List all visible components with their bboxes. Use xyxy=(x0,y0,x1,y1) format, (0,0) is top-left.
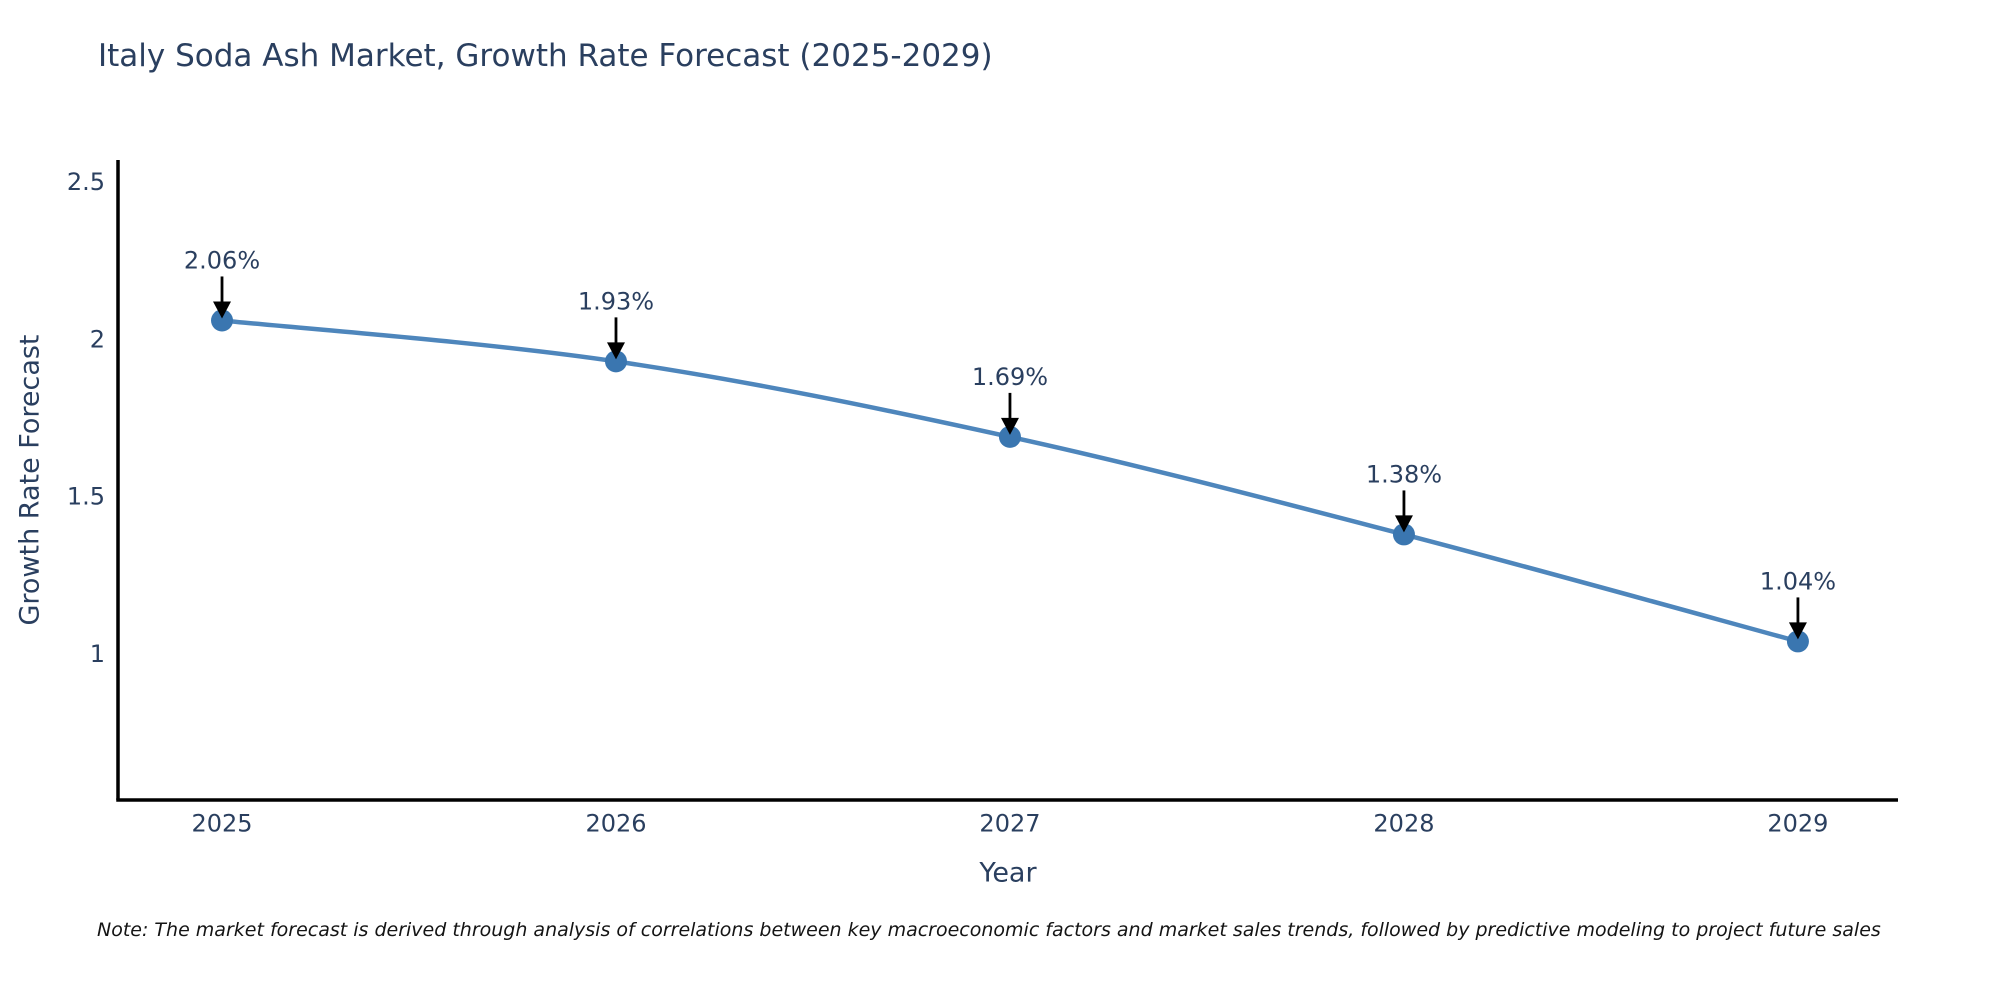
annotation-arrowhead xyxy=(1000,417,1019,435)
data-point-marker xyxy=(211,309,234,332)
x-tick-label: 2025 xyxy=(191,810,252,838)
data-point-marker xyxy=(998,425,1021,448)
x-tick-label: 2027 xyxy=(979,810,1040,838)
footnote: Note: The market forecast is derived thr… xyxy=(97,919,1881,941)
point-annotation-label: 1.93% xyxy=(578,287,654,315)
y-tick-label: 2.5 xyxy=(67,168,105,196)
x-axis-title: Year xyxy=(979,857,1037,889)
x-tick-label: 2026 xyxy=(585,810,646,838)
chart-title: Italy Soda Ash Market, Growth Rate Forec… xyxy=(98,38,993,74)
y-tick-label: 1 xyxy=(90,640,105,668)
point-annotation-label: 2.06% xyxy=(184,246,260,274)
point-annotation-label: 1.69% xyxy=(972,363,1048,391)
annotation-arrowhead xyxy=(606,342,625,360)
point-annotation-label: 1.38% xyxy=(1366,460,1442,488)
data-point-marker xyxy=(604,350,627,373)
data-point-marker xyxy=(1786,630,1809,653)
point-annotation-label: 1.04% xyxy=(1760,567,1836,595)
x-tick-label: 2028 xyxy=(1373,810,1434,838)
x-tick-label: 2029 xyxy=(1767,810,1828,838)
y-tick-label: 2 xyxy=(90,325,105,353)
y-axis-title: Growth Rate Forecast xyxy=(14,334,46,626)
annotation-arrowhead xyxy=(1788,622,1807,640)
y-tick-label: 1.5 xyxy=(67,483,105,511)
data-point-marker xyxy=(1392,523,1415,546)
annotation-arrowhead xyxy=(1394,515,1413,533)
annotation-arrowhead xyxy=(213,301,232,319)
